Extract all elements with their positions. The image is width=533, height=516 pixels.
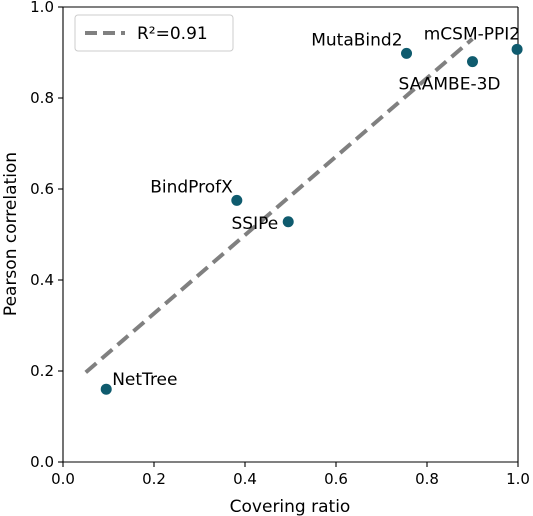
y-tick-label: 0.8 bbox=[30, 89, 54, 107]
x-tick-label: 0.4 bbox=[233, 470, 257, 488]
fit-line bbox=[84, 37, 474, 374]
point-label: SAAMBE-3D bbox=[399, 75, 501, 95]
x-axis-label: Covering ratio bbox=[230, 497, 351, 516]
point-label: NetTree bbox=[112, 370, 177, 390]
y-tick-label: 0.6 bbox=[30, 180, 54, 198]
y-tick-label: 0.2 bbox=[30, 362, 54, 380]
legend-label: R²=0.91 bbox=[137, 24, 208, 44]
point-label: BindProfX bbox=[150, 177, 233, 197]
y-axis-label: Pearson correlation bbox=[1, 152, 21, 316]
x-tick-label: 0.6 bbox=[324, 470, 348, 488]
x-tick-label: 0.8 bbox=[415, 470, 439, 488]
data-point bbox=[511, 43, 523, 55]
x-ticks: 0.0 0.2 0.4 0.6 0.8 1.0 bbox=[51, 462, 530, 488]
point-label: SSIPe bbox=[232, 214, 279, 234]
y-tick-label: 1.0 bbox=[30, 0, 54, 16]
y-tick-label: 0.0 bbox=[30, 453, 54, 471]
x-tick-label: 0.0 bbox=[51, 470, 75, 488]
legend: R²=0.91 bbox=[74, 14, 234, 52]
axes bbox=[62, 6, 519, 463]
data-point bbox=[401, 47, 413, 59]
x-tick-label: 0.2 bbox=[142, 470, 166, 488]
points-group bbox=[100, 43, 523, 395]
x-tick-label: 1.0 bbox=[506, 470, 530, 488]
data-point bbox=[282, 216, 294, 228]
data-point bbox=[231, 194, 243, 206]
y-tick-label: 0.4 bbox=[30, 271, 54, 289]
data-point bbox=[100, 383, 112, 395]
point-label: MutaBind2 bbox=[311, 30, 402, 50]
fit-line-group bbox=[84, 37, 474, 374]
point-labels-group: NetTree BindProfX SSIPe MutaBind2 SAAMBE-3D m… bbox=[112, 24, 520, 390]
legend-box bbox=[74, 14, 234, 52]
data-point bbox=[467, 56, 478, 68]
point-label: mCSM-PPI2 bbox=[424, 24, 520, 44]
y-ticks: 0.0 0.2 0.4 0.6 0.8 1.0 bbox=[30, 0, 63, 471]
